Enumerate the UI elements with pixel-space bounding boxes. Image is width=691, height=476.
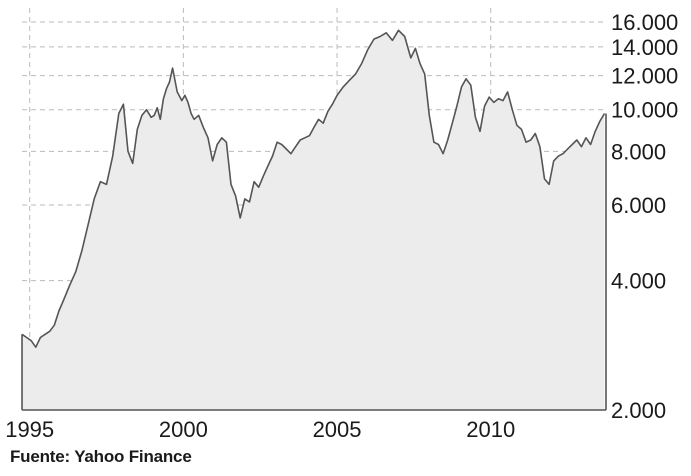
series-line [21,29,606,348]
y-tick-label-10.000: 10.000 [611,98,678,123]
x-tick-label-2000: 2000 [159,417,208,442]
source-note: Fuente: Yahoo Finance [10,447,192,466]
x-tick-labels: 1995 2000 2005 2010 [5,417,515,442]
axis-layer [21,113,607,411]
y-tick-label-14.000: 14.000 [611,35,678,60]
y-tick-label-6.000: 6.000 [611,193,666,218]
x-tick-label-2010: 2010 [466,417,515,442]
series-area [22,30,605,411]
y-tick-label-16.000: 16.000 [611,10,678,35]
y-tick-labels: 2.000 4.000 6.000 8.000 10.000 12.000 14.00016… [611,10,678,423]
y-tick-label-12.000: 12.000 [611,64,678,89]
y-tick-label-8.000: 8.000 [611,139,666,164]
area-layer [21,29,606,411]
y-tick-label-4.000: 4.000 [611,269,666,294]
x-tick-label-2005: 2005 [313,417,362,442]
y-tick-label-2.000: 2.000 [611,398,666,423]
x-tick-label-1995: 1995 [5,417,54,442]
